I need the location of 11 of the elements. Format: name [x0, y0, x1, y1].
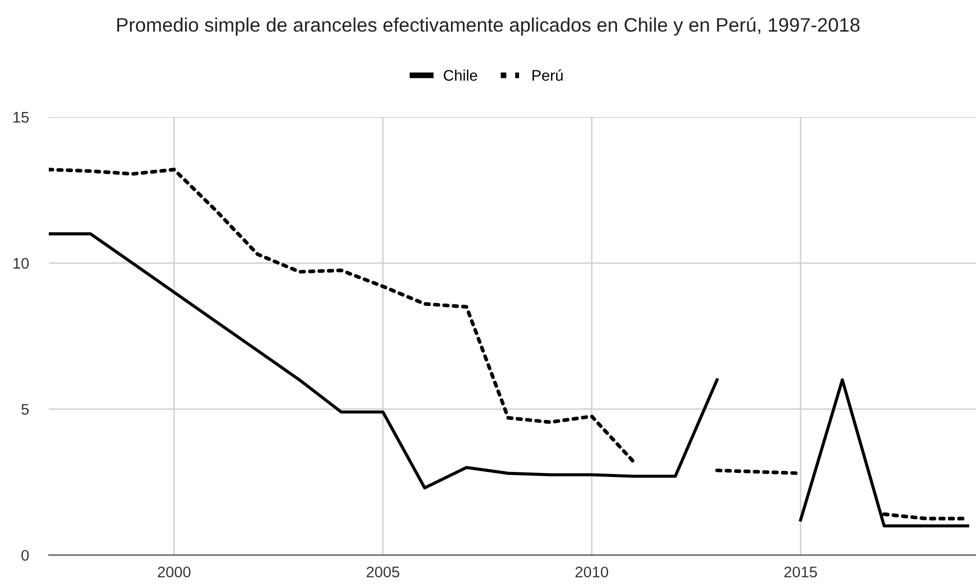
y-tick-label: 0: [21, 550, 29, 561]
x-tick-label: 2000: [158, 566, 190, 578]
y-tick-label: 10: [14, 258, 29, 269]
x-tick-label: 2015: [784, 566, 817, 578]
x-tick-label: 2010: [576, 566, 608, 578]
legend-label: Chile: [444, 70, 478, 81]
y-tick-label: 15: [14, 112, 29, 123]
y-tick-label: 5: [21, 404, 29, 415]
legend-label: Perú: [532, 69, 563, 81]
x-tick-label: 2005: [366, 566, 400, 578]
chart-title: Promedio simple de aranceles efectivamente aplicados en Chile y en Perú, 1997-2018: [117, 17, 860, 36]
